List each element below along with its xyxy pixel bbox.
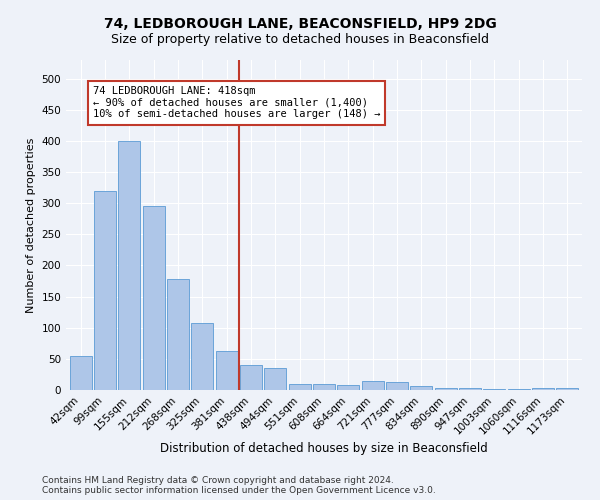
Bar [362, 380, 383, 390]
Bar [459, 388, 481, 390]
Text: Size of property relative to detached houses in Beaconsfield: Size of property relative to detached ho… [111, 32, 489, 46]
Bar [240, 365, 262, 390]
Bar [532, 388, 554, 390]
Bar [386, 382, 408, 390]
X-axis label: Distribution of detached houses by size in Beaconsfield: Distribution of detached houses by size … [160, 442, 488, 455]
Text: 74, LEDBOROUGH LANE, BEACONSFIELD, HP9 2DG: 74, LEDBOROUGH LANE, BEACONSFIELD, HP9 2… [104, 18, 496, 32]
Text: Contains HM Land Registry data © Crown copyright and database right 2024.
Contai: Contains HM Land Registry data © Crown c… [42, 476, 436, 495]
Bar [484, 389, 505, 390]
Bar [167, 279, 189, 390]
Bar [70, 356, 92, 390]
Bar [94, 191, 116, 390]
Bar [215, 351, 238, 390]
Text: 74 LEDBOROUGH LANE: 418sqm
← 90% of detached houses are smaller (1,400)
10% of s: 74 LEDBOROUGH LANE: 418sqm ← 90% of deta… [93, 86, 380, 120]
Bar [265, 368, 286, 390]
Bar [118, 141, 140, 390]
Bar [289, 384, 311, 390]
Bar [143, 206, 164, 390]
Bar [435, 388, 457, 390]
Bar [337, 385, 359, 390]
Y-axis label: Number of detached properties: Number of detached properties [26, 138, 36, 312]
Bar [191, 324, 213, 390]
Bar [556, 388, 578, 390]
Bar [313, 384, 335, 390]
Bar [410, 386, 433, 390]
